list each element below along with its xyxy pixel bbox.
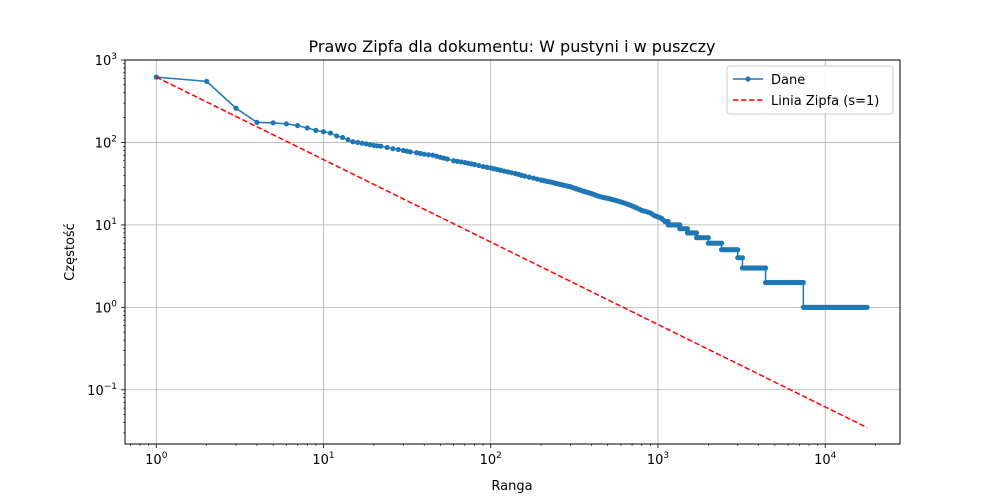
data-point xyxy=(390,146,396,152)
data-point xyxy=(404,148,410,154)
data-point xyxy=(761,265,767,271)
x-axis-label: Ranga xyxy=(491,479,532,494)
data-point xyxy=(641,208,647,214)
y-tick-exponent: 2 xyxy=(111,134,117,144)
chart-title: Prawo Zipfa dla dokumentu: W pustyni i w… xyxy=(309,37,716,56)
data-point xyxy=(458,159,464,165)
data-point xyxy=(334,133,340,139)
data-point xyxy=(327,130,334,136)
data-point xyxy=(636,206,643,212)
data-point xyxy=(283,121,290,127)
x-tick-exponent: 3 xyxy=(663,451,669,461)
data-point xyxy=(339,134,346,141)
y-tick-label: 10−1 xyxy=(87,382,117,399)
y-tick-label: 102 xyxy=(95,134,117,151)
series-dane-markers xyxy=(153,74,870,310)
y-tick-exponent: 1 xyxy=(111,217,117,227)
legend-dane-marker xyxy=(745,76,751,82)
data-point xyxy=(616,198,622,204)
x-tick-exponent: 1 xyxy=(329,451,335,461)
y-tick-label: 100 xyxy=(95,299,118,316)
x-tick-label: 104 xyxy=(814,451,837,468)
data-point xyxy=(395,146,401,153)
data-point xyxy=(649,211,655,217)
data-point xyxy=(663,218,670,225)
series-zipf-line xyxy=(155,76,868,429)
data-point xyxy=(862,304,869,310)
y-tick-exponent: 0 xyxy=(111,299,117,309)
y-tick-base: 10 xyxy=(95,301,112,316)
data-point xyxy=(508,170,515,176)
data-point xyxy=(359,140,365,146)
y-tick-base: 10 xyxy=(95,136,112,151)
data-point xyxy=(534,176,540,182)
data-point xyxy=(692,230,698,236)
y-tick-base: 10 xyxy=(95,219,112,234)
series-layer xyxy=(153,74,870,429)
y-axis-label: Częstość xyxy=(63,223,78,281)
data-point xyxy=(675,222,681,228)
plot-frame xyxy=(124,59,901,445)
y-tick-base: 10 xyxy=(87,384,104,399)
data-point xyxy=(468,161,474,167)
data-point xyxy=(350,139,356,145)
x-tick-label: 102 xyxy=(480,451,502,468)
y-tick-label: 103 xyxy=(95,52,117,69)
data-point xyxy=(355,139,361,146)
y-tick-exponent: −1 xyxy=(104,382,117,392)
data-point xyxy=(682,226,689,232)
data-point xyxy=(484,164,490,170)
data-point xyxy=(270,120,276,126)
data-point xyxy=(519,172,525,178)
legend-zipf-label: Linia Zipfa (s=1) xyxy=(771,94,879,109)
data-point xyxy=(632,204,639,210)
x-tick-exponent: 2 xyxy=(496,451,502,461)
data-point xyxy=(704,235,710,241)
data-point xyxy=(304,125,310,131)
data-point xyxy=(645,209,651,215)
x-tick-exponent: 4 xyxy=(831,451,837,461)
data-point xyxy=(433,153,440,159)
data-point xyxy=(425,152,432,158)
data-point xyxy=(295,123,301,129)
data-point xyxy=(476,162,482,169)
x-tick-label: 101 xyxy=(312,451,334,468)
data-point xyxy=(441,155,447,161)
legend-box xyxy=(726,65,894,115)
x-tick-label: 100 xyxy=(145,451,168,468)
data-point xyxy=(153,74,159,80)
legend: Dane Linia Zipfa (s=1) xyxy=(726,65,894,115)
data-point xyxy=(374,143,380,149)
legend-dane-label: Dane xyxy=(771,73,805,88)
data-point xyxy=(384,144,390,151)
data-point xyxy=(737,255,743,261)
y-tick-exponent: 3 xyxy=(111,52,117,62)
y-tick-label: 101 xyxy=(95,217,117,234)
data-point xyxy=(717,240,723,246)
data-point xyxy=(313,127,319,133)
data-point xyxy=(417,150,423,157)
x-tick-label: 103 xyxy=(647,451,669,468)
data-point xyxy=(320,129,327,135)
data-point xyxy=(799,279,805,286)
x-tick-exponent: 0 xyxy=(162,451,168,461)
data-point xyxy=(526,174,532,180)
data-point xyxy=(733,247,739,253)
data-point xyxy=(254,119,260,126)
data-point xyxy=(363,141,369,147)
data-point xyxy=(345,137,351,143)
y-tick-base: 10 xyxy=(95,54,112,69)
data-point xyxy=(233,105,239,111)
data-point xyxy=(204,78,210,85)
data-point xyxy=(498,167,504,173)
